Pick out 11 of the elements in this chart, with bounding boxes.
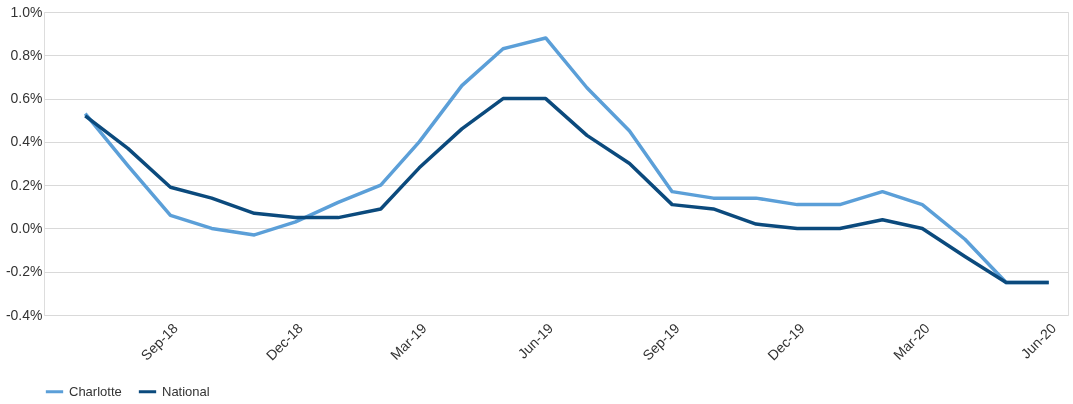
- legend-label: Charlotte: [69, 383, 122, 399]
- y-tick-label: 0.8%: [10, 46, 43, 63]
- y-tick-label: 1.0%: [10, 3, 43, 20]
- y-tick-label: -0.2%: [5, 263, 43, 280]
- legend-label: National: [162, 383, 210, 399]
- y-tick-label: 0.4%: [10, 133, 43, 150]
- line-series: [83, 96, 1051, 285]
- y-tick-label: 0.0%: [10, 219, 43, 236]
- y-tick-label: -0.4%: [5, 306, 43, 323]
- y-tick-label: 0.2%: [10, 176, 43, 193]
- y-tick-label: 0.6%: [10, 90, 43, 107]
